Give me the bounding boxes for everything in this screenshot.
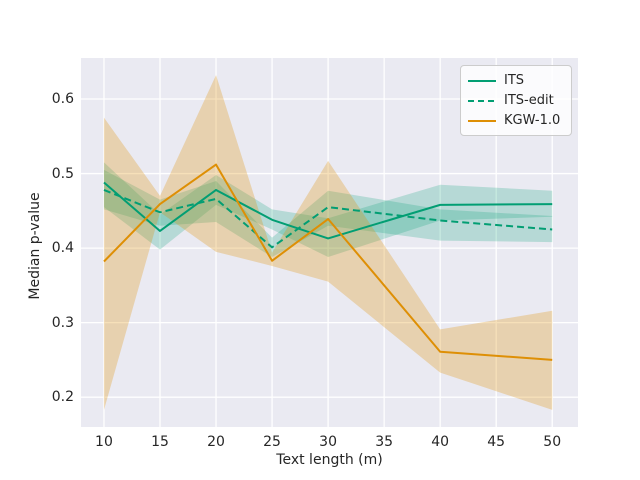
legend-label-ITS-edit: ITS-edit [504, 93, 554, 108]
x-tick-label: 30 [319, 434, 338, 450]
legend-swatch-KGW-1.0 [468, 119, 496, 122]
x-tick-label: 25 [263, 434, 281, 450]
line-ITS-edit [103, 189, 553, 249]
legend-item-ITS: ITS [468, 73, 563, 88]
x-tick-label: 15 [151, 434, 169, 450]
y-tick-label: 0.2 [51, 389, 74, 406]
legend-item-KGW-1.0: KGW-1.0 [468, 113, 563, 128]
y-tick-label: 0.4 [51, 240, 74, 257]
band-KGW-1.0 [103, 75, 553, 410]
line-ITS [103, 181, 553, 240]
x-tick-label: 20 [207, 434, 225, 450]
legend: ITS ITS-edit KGW-1.0 [460, 65, 572, 136]
legend-label-ITS: ITS [504, 73, 525, 88]
x-axis-label: Text length (m) [276, 452, 383, 468]
x-tick-label: 10 [95, 434, 113, 450]
x-tick-label: 35 [375, 434, 394, 450]
legend-swatch-ITS-edit [468, 99, 496, 102]
band-ITS-edit [103, 169, 553, 258]
legend-item-ITS-edit: ITS-edit [468, 93, 563, 108]
y-axis-label: Median p-value [27, 192, 43, 300]
y-tick-label: 0.5 [51, 165, 74, 182]
line-KGW-1.0 [103, 163, 553, 361]
x-tick-label: 40 [431, 434, 450, 450]
y-tick-label: 0.6 [51, 91, 74, 107]
legend-swatch-ITS [468, 79, 496, 82]
band-ITS [103, 162, 553, 258]
x-tick-label: 50 [543, 434, 562, 450]
x-tick-label: 45 [487, 434, 506, 450]
legend-label-KGW-1.0: KGW-1.0 [504, 113, 561, 128]
y-tick-label: 0.3 [51, 314, 74, 331]
